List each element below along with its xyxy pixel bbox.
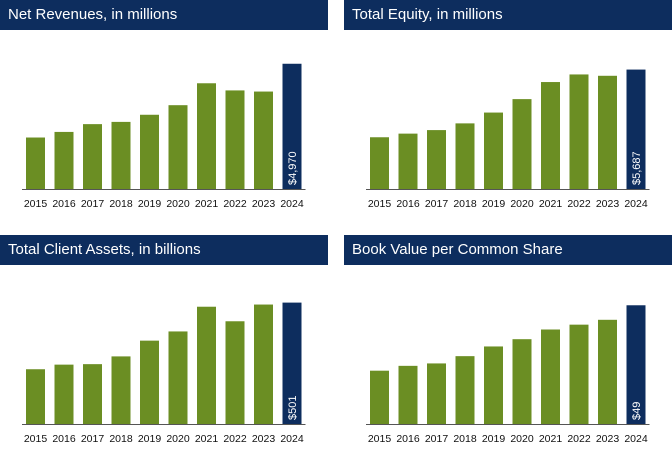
bar-net-revenues-2024 [282, 63, 302, 190]
chart-panel-book-value: Book Value per Common Share 2015 2016 2017… [344, 235, 672, 445]
bar-net-revenues-2018 [111, 121, 131, 189]
bar-chart-book-value: 2015 2016 2017 2018 2019 2020 2021 2022 2023 2024… [366, 305, 650, 445]
bar-total-client-assets-2020 [168, 331, 188, 424]
bar-total-equity-2015 [370, 137, 389, 189]
x-tick-label: 2022 [223, 433, 247, 445]
x-tick-label: 2016 [52, 198, 76, 210]
chart-title-total-client-assets: Total Client Assets, in billions [0, 235, 328, 265]
x-tick-label: 2018 [453, 198, 477, 210]
x-tick-label: 2016 [396, 198, 420, 210]
bar-net-revenues-2022 [225, 90, 245, 189]
x-tick-label: 2021 [195, 433, 219, 445]
bar-total-equity-2023 [598, 75, 617, 189]
chart-panel-net-revenues: Net Revenues, in millions 2015 2016 2017 20… [0, 0, 328, 219]
bar-chart-total-client-assets: 2015 2016 2017 2018 2019 2020 2021 2022 2023 2024… [22, 302, 306, 445]
bar-net-revenues-2021 [197, 83, 216, 189]
bar-total-client-assets-2021 [197, 306, 216, 424]
bar-total-client-assets-2019 [140, 340, 159, 424]
x-tick-label: 2020 [510, 198, 534, 210]
x-tick-label: 2023 [596, 433, 620, 445]
x-tick-label: 2019 [138, 433, 162, 445]
bar-net-revenues-2015 [26, 137, 45, 189]
bar-book-value-2015 [370, 370, 389, 424]
bar-total-equity-2017 [427, 130, 446, 189]
x-tick-label: 2015 [24, 433, 48, 445]
bar-book-value-2023 [598, 319, 617, 424]
bar-book-value-2021 [541, 329, 560, 424]
x-tick-label: 2017 [425, 198, 449, 210]
data-label-total-equity: $5,687 [631, 151, 643, 185]
x-tick-label: 2019 [482, 433, 506, 445]
bar-total-equity-2021 [541, 82, 560, 189]
x-tick-label: 2021 [195, 198, 219, 210]
chart-title-total-equity: Total Equity, in millions [344, 0, 672, 30]
x-tick-label: 2020 [166, 433, 190, 445]
bar-total-client-assets-2023 [254, 304, 273, 424]
bar-total-equity-2016 [398, 133, 418, 189]
bar-total-equity-2018 [455, 123, 475, 189]
x-tick-label: 2021 [539, 198, 563, 210]
bar-net-revenues-2020 [168, 105, 188, 189]
x-tick-label: 2017 [81, 198, 105, 210]
data-label-book-value: $49 [631, 402, 643, 420]
x-tick-label: 2022 [567, 433, 591, 445]
x-tick-label: 2015 [24, 198, 48, 210]
bar-total-equity-2022 [569, 74, 589, 189]
chart-panel-total-equity: Total Equity, in millions 2015 2016 2017 20… [344, 0, 672, 219]
x-tick-label: 2022 [223, 198, 247, 210]
x-tick-label: 2019 [482, 198, 506, 210]
bar-total-client-assets-2022 [225, 321, 245, 424]
bar-net-revenues-2017 [83, 124, 102, 189]
bar-book-value-2017 [427, 363, 446, 424]
x-tick-label: 2018 [109, 433, 133, 445]
bar-total-client-assets-2017 [83, 364, 102, 424]
x-tick-label: 2023 [596, 198, 620, 210]
x-tick-label: 2017 [81, 433, 105, 445]
x-tick-label: 2023 [252, 433, 276, 445]
bar-book-value-2019 [484, 346, 503, 424]
bar-book-value-2018 [455, 356, 475, 424]
chart-panel-total-client-assets: Total Client Assets, in billions 2015 201… [0, 235, 328, 445]
x-tick-label: 2016 [396, 433, 420, 445]
bar-book-value-2024 [626, 305, 646, 424]
bar-total-client-assets-2024 [282, 302, 302, 424]
bar-total-equity-2024 [626, 69, 646, 189]
x-tick-label: 2016 [52, 433, 76, 445]
bar-total-client-assets-2015 [26, 369, 45, 424]
x-tick-label: 2024 [624, 433, 648, 445]
bar-total-equity-2020 [512, 99, 532, 189]
chart-title-net-revenues: Net Revenues, in millions [0, 0, 328, 30]
bar-chart-total-equity: 2015 2016 2017 2018 2019 2020 2021 2022 2023 2024… [366, 69, 650, 210]
x-tick-label: 2015 [368, 198, 392, 210]
x-tick-label: 2015 [368, 433, 392, 445]
data-label-total-client-assets: $501 [287, 396, 299, 420]
data-label-net-revenues: $4,970 [287, 151, 299, 185]
chart-title-book-value: Book Value per Common Share [344, 235, 672, 265]
x-tick-label: 2024 [624, 198, 648, 210]
x-tick-label: 2019 [138, 198, 162, 210]
bar-net-revenues-2016 [54, 131, 74, 189]
bar-net-revenues-2023 [254, 91, 273, 189]
bar-total-equity-2019 [484, 112, 503, 189]
bar-total-client-assets-2018 [111, 356, 131, 424]
x-tick-label: 2021 [539, 433, 563, 445]
bar-book-value-2022 [569, 324, 589, 424]
x-tick-label: 2022 [567, 198, 591, 210]
x-tick-label: 2018 [109, 198, 133, 210]
x-tick-label: 2018 [453, 433, 477, 445]
bar-book-value-2020 [512, 339, 532, 424]
x-tick-label: 2024 [280, 198, 304, 210]
x-tick-label: 2024 [280, 433, 304, 445]
x-tick-label: 2017 [425, 433, 449, 445]
bar-total-client-assets-2016 [54, 364, 74, 424]
x-tick-label: 2020 [510, 433, 534, 445]
x-tick-label: 2023 [252, 198, 276, 210]
bar-book-value-2016 [398, 365, 418, 424]
bar-net-revenues-2019 [140, 114, 159, 189]
x-tick-label: 2020 [166, 198, 190, 210]
bar-chart-net-revenues: 2015 2016 2017 2018 2019 2020 2021 2022 2023 2024… [22, 63, 306, 210]
